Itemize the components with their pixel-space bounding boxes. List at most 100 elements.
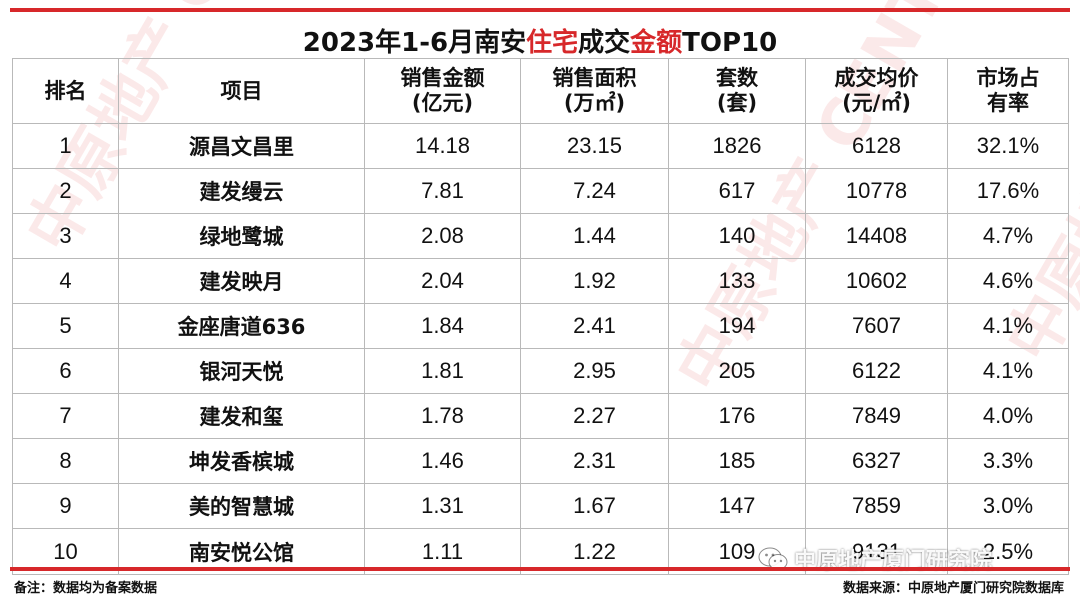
cell-rank: 1 bbox=[12, 123, 119, 169]
cell-units: 133 bbox=[668, 258, 806, 304]
cell-rank: 7 bbox=[12, 393, 119, 439]
cell-avg-price: 6327 bbox=[805, 438, 948, 484]
cell-sales-area: 23.15 bbox=[520, 123, 669, 169]
cell-units: 194 bbox=[668, 303, 806, 349]
title-highlight: 住宅 bbox=[526, 28, 579, 58]
top-red-rule bbox=[10, 8, 1070, 12]
header-label: 项目 bbox=[220, 78, 263, 103]
cell-avg-price: 10778 bbox=[805, 168, 948, 214]
cell-project: 建发映月 bbox=[118, 258, 365, 304]
cell-market-share: 3.0% bbox=[947, 483, 1069, 529]
table-row: 3 绿地鹭城 2.08 1.44 140 14408 4.7% bbox=[12, 213, 1069, 259]
cell-market-share: 32.1% bbox=[947, 123, 1069, 169]
header-label: 销售金额 (亿元) bbox=[400, 66, 485, 115]
cell-avg-price: 14408 bbox=[805, 213, 948, 259]
header-label: 成交均价 (元/㎡) bbox=[834, 66, 919, 115]
header-project: 项目 bbox=[118, 58, 365, 124]
cell-units: 176 bbox=[668, 393, 806, 439]
title-highlight: 金额 bbox=[630, 28, 683, 58]
header-avg-price: 成交均价 (元/㎡) bbox=[805, 58, 948, 124]
cell-sales-area: 2.31 bbox=[520, 438, 669, 484]
cell-market-share: 4.0% bbox=[947, 393, 1069, 439]
bottom-red-rule bbox=[10, 567, 1070, 571]
cell-rank: 3 bbox=[12, 213, 119, 259]
table-row: 8 坤发香槟城 1.46 2.31 185 6327 3.3% bbox=[12, 438, 1069, 484]
cell-market-share: 4.1% bbox=[947, 348, 1069, 394]
title-part: 成交 bbox=[578, 28, 631, 58]
cell-units: 1826 bbox=[668, 123, 806, 169]
cell-market-share: 4.7% bbox=[947, 213, 1069, 259]
title-part: TOP10 bbox=[682, 28, 778, 58]
cell-units: 205 bbox=[668, 348, 806, 394]
cell-sales-amount: 7.81 bbox=[364, 168, 521, 214]
cell-market-share: 4.6% bbox=[947, 258, 1069, 304]
cell-units: 185 bbox=[668, 438, 806, 484]
header-label: 排名 bbox=[44, 78, 87, 103]
footer-source: 数据来源：中原地产厦门研究院数据库 bbox=[842, 581, 1064, 596]
header-market-share: 市场占 有率 bbox=[947, 58, 1069, 124]
header-sales-area: 销售面积 (万㎡) bbox=[520, 58, 669, 124]
cell-rank: 6 bbox=[12, 348, 119, 394]
cell-sales-area: 2.41 bbox=[520, 303, 669, 349]
cell-sales-amount: 1.81 bbox=[364, 348, 521, 394]
cell-rank: 9 bbox=[12, 483, 119, 529]
cell-sales-amount: 14.18 bbox=[364, 123, 521, 169]
cell-project: 银河天悦 bbox=[118, 348, 365, 394]
cell-avg-price: 6128 bbox=[805, 123, 948, 169]
header-label: 销售面积 (万㎡) bbox=[552, 66, 637, 115]
cell-sales-amount: 2.08 bbox=[364, 213, 521, 259]
cell-sales-amount: 2.04 bbox=[364, 258, 521, 304]
cell-rank: 5 bbox=[12, 303, 119, 349]
table-row: 6 银河天悦 1.81 2.95 205 6122 4.1% bbox=[12, 348, 1069, 394]
header-label: 市场占 有率 bbox=[976, 66, 1040, 115]
cell-avg-price: 6122 bbox=[805, 348, 948, 394]
cell-avg-price: 7859 bbox=[805, 483, 948, 529]
cell-market-share: 4.1% bbox=[947, 303, 1069, 349]
table-row: 4 建发映月 2.04 1.92 133 10602 4.6% bbox=[12, 258, 1069, 304]
cell-sales-area: 1.67 bbox=[520, 483, 669, 529]
ranking-table: 排名 项目 销售金额 (亿元) 销售面积 (万㎡) 套数 (套) 成交均价 (元/㎡) … bbox=[12, 58, 1069, 575]
cell-project: 建发缦云 bbox=[118, 168, 365, 214]
cell-sales-amount: 1.31 bbox=[364, 483, 521, 529]
cell-project: 金座唐道636 bbox=[118, 303, 365, 349]
cell-sales-amount: 1.46 bbox=[364, 438, 521, 484]
cell-avg-price: 7607 bbox=[805, 303, 948, 349]
cell-sales-amount: 1.84 bbox=[364, 303, 521, 349]
title-part: 2023年1-6月南安 bbox=[302, 28, 527, 58]
cell-rank: 4 bbox=[12, 258, 119, 304]
cell-market-share: 17.6% bbox=[947, 168, 1069, 214]
cell-sales-area: 2.27 bbox=[520, 393, 669, 439]
header-rank: 排名 bbox=[12, 58, 119, 124]
table-header-row: 排名 项目 销售金额 (亿元) 销售面积 (万㎡) 套数 (套) 成交均价 (元/㎡) … bbox=[12, 58, 1069, 124]
cell-avg-price: 10602 bbox=[805, 258, 948, 304]
header-label: 套数 (套) bbox=[716, 66, 758, 115]
header-sales-amount: 销售金额 (亿元) bbox=[364, 58, 521, 124]
cell-rank: 2 bbox=[12, 168, 119, 214]
cell-project: 源昌文昌里 bbox=[118, 123, 365, 169]
cell-rank: 8 bbox=[12, 438, 119, 484]
wechat-icon bbox=[758, 547, 788, 570]
cell-avg-price: 7849 bbox=[805, 393, 948, 439]
table-row: 2 建发缦云 7.81 7.24 617 10778 17.6% bbox=[12, 168, 1069, 214]
cell-units: 617 bbox=[668, 168, 806, 214]
cell-sales-amount: 1.78 bbox=[364, 393, 521, 439]
cell-project: 美的智慧城 bbox=[118, 483, 365, 529]
page-title: 2023年1-6月南安住宅成交金额TOP10 bbox=[0, 22, 1080, 59]
cell-sales-area: 1.44 bbox=[520, 213, 669, 259]
header-units: 套数 (套) bbox=[668, 58, 806, 124]
cell-units: 147 bbox=[668, 483, 806, 529]
cell-project: 绿地鹭城 bbox=[118, 213, 365, 259]
cell-project: 坤发香槟城 bbox=[118, 438, 365, 484]
table-row: 5 金座唐道636 1.84 2.41 194 7607 4.1% bbox=[12, 303, 1069, 349]
cell-sales-area: 2.95 bbox=[520, 348, 669, 394]
table-row: 7 建发和玺 1.78 2.27 176 7849 4.0% bbox=[12, 393, 1069, 439]
cell-units: 140 bbox=[668, 213, 806, 259]
cell-market-share: 3.3% bbox=[947, 438, 1069, 484]
footer-note: 备注：数据均为备案数据 bbox=[14, 581, 158, 596]
cell-sales-area: 1.92 bbox=[520, 258, 669, 304]
table-row: 9 美的智慧城 1.31 1.67 147 7859 3.0% bbox=[12, 483, 1069, 529]
cell-project: 建发和玺 bbox=[118, 393, 365, 439]
table-row: 1 源昌文昌里 14.18 23.15 1826 6128 32.1% bbox=[12, 123, 1069, 169]
cell-sales-area: 7.24 bbox=[520, 168, 669, 214]
